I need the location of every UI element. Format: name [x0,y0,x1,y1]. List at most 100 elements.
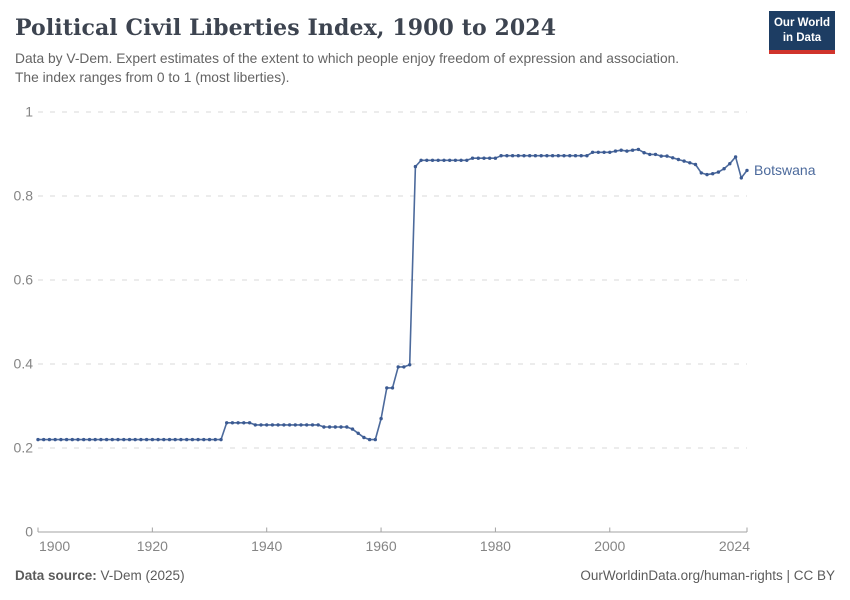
data-point-marker[interactable] [122,437,126,442]
data-point-marker[interactable] [590,150,595,154]
data-point-marker[interactable] [390,386,395,390]
data-point-marker[interactable] [459,158,463,162]
data-point-marker[interactable] [327,425,332,429]
data-point-marker[interactable] [185,437,189,442]
data-point-marker[interactable] [693,162,698,167]
data-point-marker[interactable] [488,156,492,160]
data-point-marker[interactable] [739,176,743,180]
data-point-marker[interactable] [345,425,349,429]
entity-label[interactable]: Botswana [754,162,816,178]
data-point-marker[interactable] [242,421,246,425]
data-point-marker[interactable] [196,437,200,442]
data-point-marker[interactable] [665,154,669,158]
data-point-marker[interactable] [716,170,721,174]
data-point-marker[interactable] [310,423,315,427]
data-point-marker[interactable] [276,423,280,427]
data-point-marker[interactable] [568,154,572,158]
data-point-marker[interactable] [322,425,326,429]
data-point-marker[interactable] [596,150,600,154]
data-line-botswana[interactable] [37,148,748,441]
data-point-marker[interactable] [379,416,383,421]
data-point-marker[interactable] [230,421,235,425]
data-point-marker[interactable] [653,152,658,157]
data-point-marker[interactable] [316,423,320,427]
data-point-marker[interactable] [202,437,206,442]
data-point-marker[interactable] [636,147,641,152]
data-point-marker[interactable] [287,423,292,427]
data-point-marker[interactable] [408,363,412,367]
data-point-marker[interactable] [162,437,166,442]
data-point-marker[interactable] [711,172,715,176]
data-point-marker[interactable] [99,437,103,442]
data-point-marker[interactable] [82,437,86,442]
data-point-marker[interactable] [127,437,132,442]
data-point-marker[interactable] [47,437,52,442]
data-point-marker[interactable] [282,423,286,427]
data-point-marker[interactable] [482,156,486,160]
data-point-marker[interactable] [116,437,120,442]
data-point-marker[interactable] [448,158,452,162]
data-point-marker[interactable] [642,151,646,155]
data-point-marker[interactable] [305,423,309,427]
data-point-marker[interactable] [253,423,257,427]
data-point-marker[interactable] [385,386,389,390]
data-point-marker[interactable] [619,148,623,152]
data-point-marker[interactable] [659,154,663,158]
data-point-marker[interactable] [156,437,160,442]
data-point-marker[interactable] [676,157,681,162]
data-point-marker[interactable] [476,156,480,160]
data-point-marker[interactable] [396,365,400,369]
data-point-marker[interactable] [259,423,263,427]
data-point-marker[interactable] [356,431,360,435]
footer-link[interactable]: OurWorldinData.org/human-rights | CC BY [580,568,835,583]
data-point-marker[interactable] [550,154,555,158]
data-point-marker[interactable] [93,437,97,442]
data-point-marker[interactable] [225,421,229,425]
data-point-marker[interactable] [53,437,57,442]
data-point-marker[interactable] [493,156,498,160]
data-point-marker[interactable] [728,162,732,166]
data-point-marker[interactable] [219,437,223,442]
data-point-marker[interactable] [299,423,303,427]
data-point-marker[interactable] [579,154,583,158]
data-point-marker[interactable] [556,154,560,158]
data-point-marker[interactable] [442,158,446,162]
data-point-marker[interactable] [350,427,355,431]
data-point-marker[interactable] [190,437,195,442]
data-point-marker[interactable] [516,154,520,158]
data-point-marker[interactable] [413,164,418,169]
data-point-marker[interactable] [179,437,183,442]
data-point-marker[interactable] [167,437,172,442]
data-point-marker[interactable] [144,437,149,442]
data-point-marker[interactable] [87,437,92,442]
data-point-marker[interactable] [265,423,269,427]
data-point-marker[interactable] [436,158,440,162]
data-point-marker[interactable] [528,154,532,158]
data-point-marker[interactable] [745,168,749,173]
data-point-marker[interactable] [630,148,635,152]
data-point-marker[interactable] [425,158,429,162]
data-point-marker[interactable] [207,437,212,442]
data-point-marker[interactable] [545,154,549,158]
data-point-marker[interactable] [613,149,618,153]
data-point-marker[interactable] [430,158,435,162]
data-point-marker[interactable] [465,158,469,162]
data-point-marker[interactable] [733,155,738,159]
data-point-marker[interactable] [505,154,509,158]
data-point-marker[interactable] [247,421,252,425]
data-point-marker[interactable] [104,437,109,442]
data-point-marker[interactable] [699,171,703,175]
data-point-marker[interactable] [539,154,543,158]
data-point-marker[interactable] [150,437,155,442]
data-point-marker[interactable] [36,437,40,442]
data-point-marker[interactable] [453,158,458,162]
data-point-marker[interactable] [499,154,503,158]
data-point-marker[interactable] [373,437,377,442]
data-point-marker[interactable] [625,149,629,153]
data-point-marker[interactable] [293,423,297,427]
data-point-marker[interactable] [402,365,406,369]
data-point-marker[interactable] [133,437,137,442]
data-point-marker[interactable] [110,437,115,442]
data-point-marker[interactable] [688,161,692,165]
data-point-marker[interactable] [705,172,709,177]
